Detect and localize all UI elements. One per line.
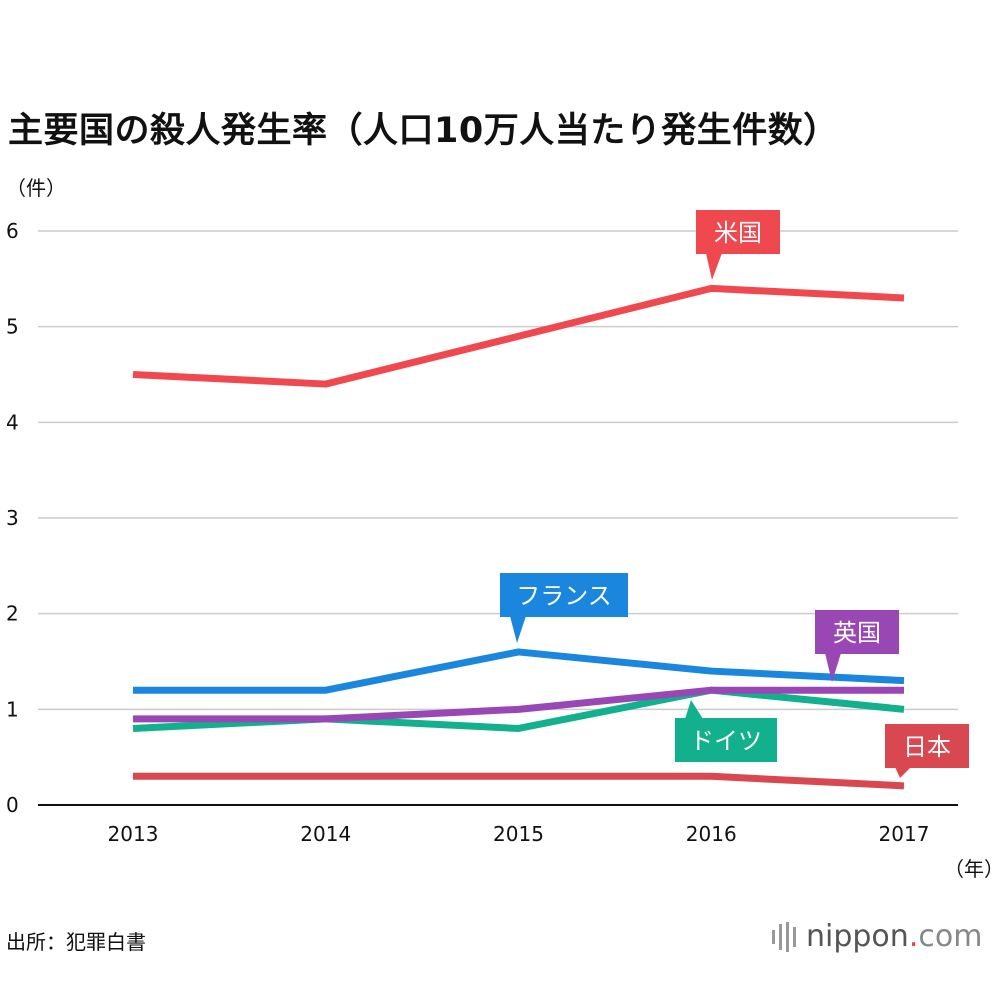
callout-pointer <box>895 767 911 778</box>
x-axis-unit: （年） <box>944 857 1000 881</box>
y-tick-label: 1 <box>6 697 19 721</box>
series-label-germany: ドイツ <box>690 727 762 755</box>
callout-box <box>675 718 777 762</box>
series-line-us <box>132 284 905 388</box>
x-tick-label: 2017 <box>879 822 930 846</box>
series-line-japan <box>133 772 905 790</box>
chart-title: 主要国の殺人発生率（人口10万人当たり発生件数） <box>8 111 839 151</box>
callout-germany: ドイツ <box>675 700 777 762</box>
series-label-uk: 英国 <box>833 619 881 647</box>
series-line-france <box>133 648 905 694</box>
y-tick-label: 6 <box>6 219 19 243</box>
y-tick-label: 2 <box>6 602 19 626</box>
callout-us: 米国 <box>696 210 780 280</box>
y-tick-label: 3 <box>6 506 19 530</box>
callout-uk: 英国 <box>815 610 899 682</box>
series-label-japan: 日本 <box>903 733 951 761</box>
callout-pointer <box>825 653 841 682</box>
y-tick-label: 0 <box>6 793 19 817</box>
series-line-uk <box>133 686 904 723</box>
x-tick-label: 2015 <box>493 822 544 846</box>
series-label-us: 米国 <box>714 219 762 247</box>
callout-box <box>815 610 899 654</box>
callout-box <box>500 573 628 617</box>
callout-pointer <box>706 253 722 280</box>
y-tick-label: 5 <box>6 315 19 339</box>
callout-france: フランス <box>500 573 628 643</box>
x-tick-label: 2013 <box>108 822 159 846</box>
logo-dot: . <box>908 918 919 954</box>
callout-japan: 日本 <box>885 724 969 778</box>
logo-text-com: com <box>918 918 983 954</box>
x-tick-label: 2016 <box>686 822 737 846</box>
series-label-france: フランス <box>516 582 612 610</box>
callout-pointer <box>685 700 703 719</box>
callout-box <box>696 210 780 254</box>
y-axis-unit: （件） <box>6 176 66 200</box>
nippon-com-logo: nippon. com <box>772 916 982 956</box>
y-tick-label: 4 <box>6 410 19 434</box>
logo-bars-icon <box>772 922 796 952</box>
callout-box <box>885 724 969 768</box>
source-note: 出所：犯罪白書 <box>6 930 146 954</box>
callout-pointer <box>510 616 526 643</box>
x-tick-label: 2014 <box>300 822 351 846</box>
logo-text-nippon: nippon <box>806 918 909 954</box>
